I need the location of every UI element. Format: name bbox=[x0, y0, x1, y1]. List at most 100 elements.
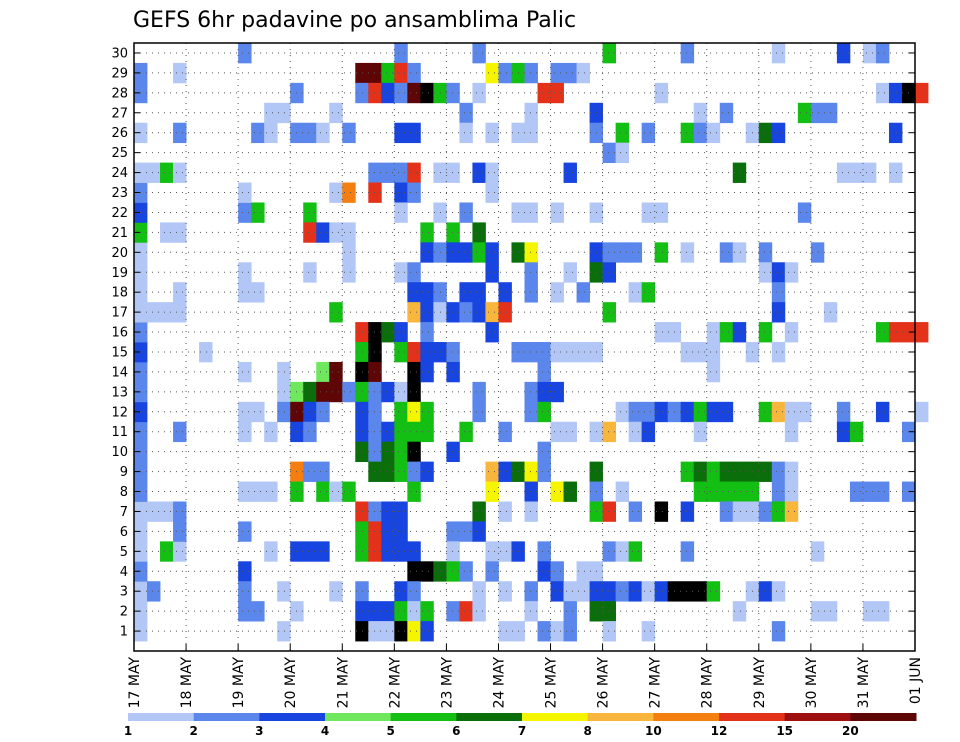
heatmap-cell bbox=[277, 102, 291, 124]
y-axis-ticks: 1234567891011121314151617181920212223242… bbox=[111, 46, 915, 640]
y-tick-label: 3 bbox=[120, 585, 128, 600]
heatmap-cell bbox=[355, 322, 369, 343]
y-tick-label: 27 bbox=[111, 106, 128, 121]
heatmap-cell bbox=[251, 401, 265, 423]
heatmap-cell bbox=[277, 621, 291, 642]
heatmap-cell bbox=[485, 122, 499, 144]
colorbar-segment bbox=[719, 713, 786, 721]
heatmap-cell bbox=[719, 401, 734, 423]
y-tick-label: 11 bbox=[111, 425, 128, 440]
heatmap-cell bbox=[238, 561, 252, 582]
heatmap-cell bbox=[875, 43, 890, 64]
heatmap-cell bbox=[693, 461, 708, 482]
heatmap-cell bbox=[875, 82, 890, 104]
heatmap-cell bbox=[355, 521, 369, 542]
heatmap-cell bbox=[394, 162, 408, 183]
heatmap-cell bbox=[485, 62, 499, 84]
heatmap-cell bbox=[706, 581, 721, 602]
heatmap-cell bbox=[771, 581, 786, 602]
heatmap-cell bbox=[368, 541, 382, 562]
heatmap-cell bbox=[498, 461, 512, 482]
colorbar-label: 12 bbox=[711, 724, 728, 738]
heatmap-cell bbox=[771, 122, 786, 144]
heatmap-cell bbox=[264, 541, 278, 562]
heatmap-cell bbox=[355, 581, 369, 602]
heatmap-cell bbox=[147, 581, 161, 602]
heatmap-cell bbox=[173, 222, 187, 243]
heatmap-cell bbox=[199, 342, 213, 363]
heatmap-cell bbox=[420, 82, 434, 104]
heatmap-cell bbox=[303, 222, 317, 243]
heatmap-cell bbox=[758, 262, 773, 283]
colorbar-segment bbox=[193, 713, 260, 721]
heatmap-cell bbox=[472, 282, 486, 303]
heatmap-cell bbox=[862, 601, 877, 622]
heatmap-cell bbox=[381, 541, 395, 562]
heatmap-cell bbox=[147, 302, 161, 323]
heatmap-cell bbox=[407, 122, 421, 144]
heatmap-cell bbox=[498, 581, 512, 602]
heatmap-cell bbox=[732, 242, 747, 263]
x-tick-label: 22 MAY bbox=[387, 657, 403, 709]
heatmap-cell bbox=[628, 401, 643, 423]
heatmap-cell bbox=[303, 401, 317, 423]
heatmap-cell bbox=[381, 322, 395, 343]
y-tick-label: 14 bbox=[111, 365, 128, 380]
heatmap-cell bbox=[394, 581, 408, 602]
heatmap-cell bbox=[394, 541, 408, 562]
heatmap-cell bbox=[472, 222, 486, 243]
heatmap-cell bbox=[758, 322, 773, 343]
y-tick-label: 21 bbox=[111, 226, 128, 241]
heatmap-cell bbox=[706, 401, 721, 423]
heatmap-cell bbox=[420, 421, 434, 443]
y-tick-label: 26 bbox=[111, 126, 128, 141]
y-tick-label: 25 bbox=[111, 146, 128, 161]
heatmap-cell bbox=[472, 381, 486, 403]
heatmap-cell bbox=[784, 481, 799, 502]
heatmap-cell bbox=[498, 501, 512, 522]
heatmap-cell bbox=[771, 401, 786, 423]
heatmap-cell bbox=[368, 441, 382, 463]
heatmap-cell bbox=[394, 441, 408, 463]
colorbar-segment bbox=[325, 713, 392, 721]
heatmap-cell bbox=[264, 421, 278, 443]
y-tick-label: 15 bbox=[111, 345, 128, 360]
heatmap-cell bbox=[472, 521, 486, 542]
heatmap-cell bbox=[251, 282, 265, 303]
heatmap-cell bbox=[485, 182, 499, 203]
heatmap-cell bbox=[342, 262, 356, 283]
heatmap-cell bbox=[485, 541, 499, 562]
heatmap-cell bbox=[641, 421, 656, 443]
heatmap-cell bbox=[550, 202, 564, 223]
y-tick-label: 24 bbox=[111, 166, 128, 181]
heatmap-cell bbox=[446, 302, 460, 323]
heatmap-cell bbox=[394, 322, 408, 343]
heatmap-cell bbox=[550, 481, 564, 502]
heatmap-cell bbox=[498, 541, 512, 562]
heatmap-cell bbox=[407, 302, 421, 323]
heatmap-cell bbox=[472, 401, 486, 423]
heatmap-cell bbox=[472, 501, 486, 522]
heatmap-cell bbox=[524, 381, 538, 403]
heatmap-cell bbox=[329, 222, 343, 243]
heatmap-cell bbox=[173, 501, 187, 522]
heatmap-cells bbox=[134, 43, 929, 642]
heatmap-cell bbox=[732, 501, 747, 522]
heatmap-cell bbox=[446, 342, 460, 363]
heatmap-cell bbox=[446, 82, 460, 104]
heatmap-cell bbox=[758, 401, 773, 423]
heatmap-cell bbox=[550, 82, 564, 104]
heatmap-cell bbox=[563, 621, 577, 642]
heatmap-cell bbox=[303, 381, 317, 403]
heatmap-cell bbox=[238, 361, 252, 383]
heatmap-cell bbox=[368, 601, 382, 622]
colorbar-label: 4 bbox=[321, 724, 329, 738]
heatmap-cell bbox=[446, 601, 460, 622]
heatmap-cell bbox=[602, 262, 617, 283]
heatmap-cell bbox=[277, 361, 291, 383]
colorbar-segment bbox=[653, 713, 720, 721]
heatmap-cell bbox=[420, 322, 434, 343]
heatmap-cell bbox=[563, 342, 577, 363]
heatmap-cell bbox=[836, 43, 851, 64]
plot-frame bbox=[133, 42, 916, 652]
